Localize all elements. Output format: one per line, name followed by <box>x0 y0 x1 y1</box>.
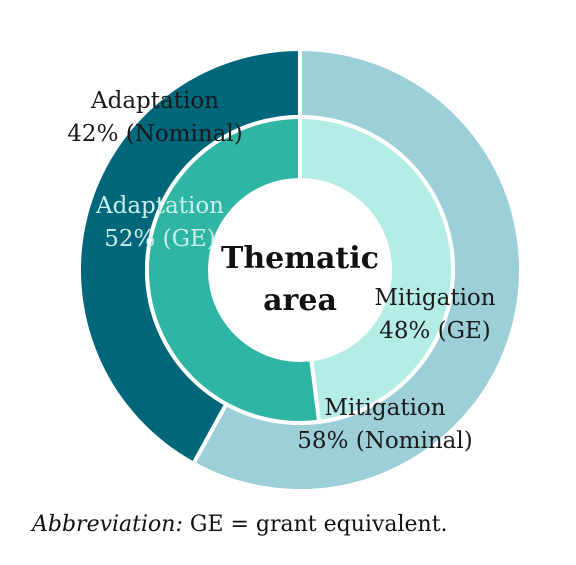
slice-labels: Adaptation 42% (Nominal) Mitigation 58% (No… <box>67 88 495 454</box>
outer-mitigation-label-line-2: 58% (Nominal) <box>297 428 472 454</box>
outer-adaptation-label-line-2: 42% (Nominal) <box>67 121 242 147</box>
inner-mitigation-label-line-2: 48% (GE) <box>379 318 491 344</box>
center-label-line-1: Thematic <box>221 241 379 276</box>
inner-adaptation-label-line-2: 52% (GE) <box>104 226 216 252</box>
footnote-label: Abbreviation: <box>32 512 183 537</box>
footnote: Abbreviation: GE = grant equivalent. <box>32 512 448 537</box>
center-label-line-2: area <box>263 283 337 318</box>
outer-adaptation-label-line-1: Adaptation <box>90 88 219 114</box>
center-hole <box>208 178 392 362</box>
outer-mitigation-label-line-1: Mitigation <box>324 395 445 421</box>
inner-mitigation-label-line-1: Mitigation <box>374 285 495 311</box>
inner-adaptation-label-line-1: Adaptation <box>95 193 224 219</box>
footnote-text: GE = grant equivalent. <box>182 512 448 537</box>
